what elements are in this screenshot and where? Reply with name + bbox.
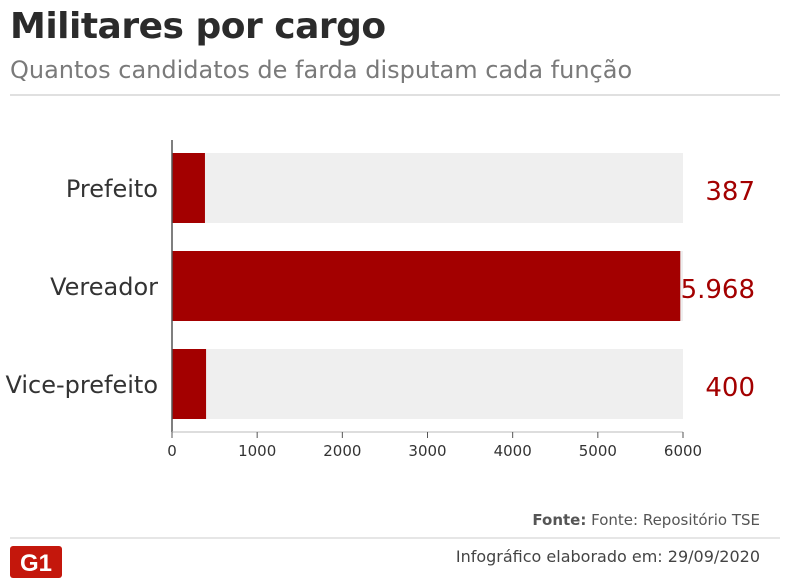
category-label: Vice-prefeito [6,371,159,399]
bar-track [172,153,683,223]
footer-divider [10,537,780,539]
category-label: Prefeito [66,175,158,203]
x-tick-label: 0 [167,442,177,460]
source-text: Fonte: Repositório TSE [591,511,760,529]
chart-subtitle: Quantos candidatos de farda disputam cad… [10,56,633,84]
category-label: Vereador [50,273,158,301]
x-tick-label: 3000 [408,442,446,460]
source-note: Fonte: Fonte: Repositório TSE [532,511,760,529]
x-tick-label: 5000 [579,442,617,460]
x-tick-label: 2000 [323,442,361,460]
chart-title: Militares por cargo [10,6,386,47]
bar [172,251,681,321]
x-tick-label: 1000 [238,442,276,460]
bar-chart: Prefeito 387 Vereador 5.968 Vice-prefeito 400… [6,140,755,460]
bar [172,349,207,419]
g1-logo-icon: G1 [10,546,62,578]
source-label: Fonte: [532,511,587,529]
logo-text: G1 [20,550,52,577]
bar [172,153,205,223]
x-tick-label: 6000 [664,442,702,460]
data-label: 400 [705,373,755,403]
footer-date: Infográfico elaborado em: 29/09/2020 [455,547,760,566]
bar-track [172,349,683,419]
data-label: 5.968 [681,275,755,305]
header-divider [10,94,780,96]
data-label: 387 [705,177,755,207]
x-tick-label: 4000 [494,442,532,460]
